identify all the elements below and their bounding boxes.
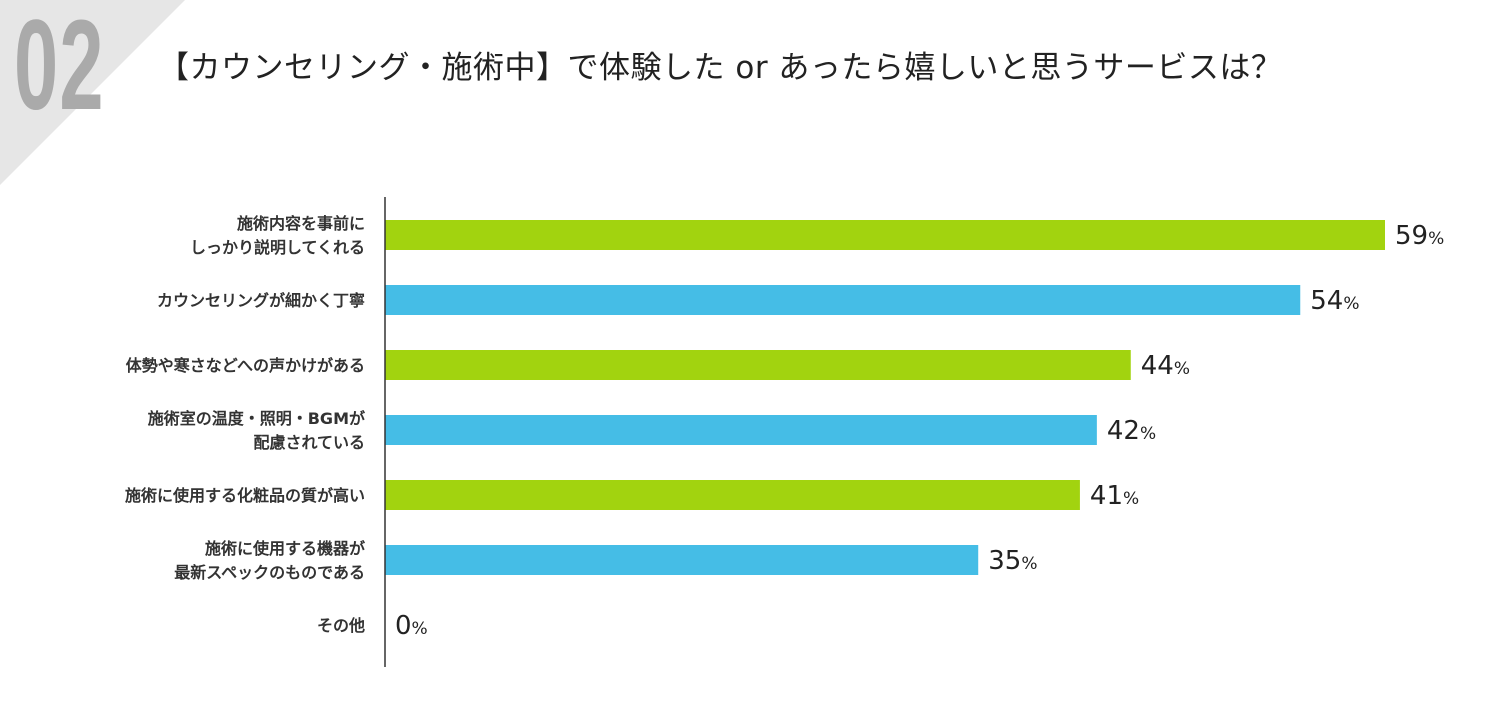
- category-label-0: 施術内容を事前にしっかり説明してくれる: [190, 214, 365, 257]
- category-label-2: 体勢や寒さなどへの声かけがある: [126, 356, 365, 375]
- value-label-6: 0%: [395, 611, 428, 641]
- bar-3: [385, 415, 1097, 445]
- value-label-1: 54%: [1310, 286, 1359, 316]
- chart-title: 【カウンセリング・施術中】で体験した or あったら嬉しいと思うサービスは？: [158, 50, 1283, 86]
- category-label-1: カウンセリングが細かく丁寧: [157, 291, 365, 310]
- bar-1: [385, 285, 1301, 315]
- category-label-3: 施術室の温度・照明・BGMが配慮されている: [148, 409, 365, 452]
- bar-2: [385, 350, 1131, 380]
- bar-5: [385, 545, 979, 575]
- value-label-3: 42%: [1107, 416, 1156, 446]
- category-label-4: 施術に使用する化粧品の質が高い: [125, 486, 365, 505]
- question-number: 02: [14, 0, 105, 137]
- value-label-0: 59%: [1395, 221, 1444, 251]
- category-label-6: その他: [317, 616, 365, 635]
- bar-4: [385, 480, 1080, 510]
- bar-0: [385, 220, 1385, 250]
- corner-decoration: [0, 0, 185, 185]
- value-label-4: 41%: [1090, 481, 1139, 511]
- category-label-5: 施術に使用する機器が最新スペックのものである: [174, 539, 365, 582]
- value-label-5: 35%: [988, 546, 1037, 576]
- value-label-2: 44%: [1141, 351, 1190, 381]
